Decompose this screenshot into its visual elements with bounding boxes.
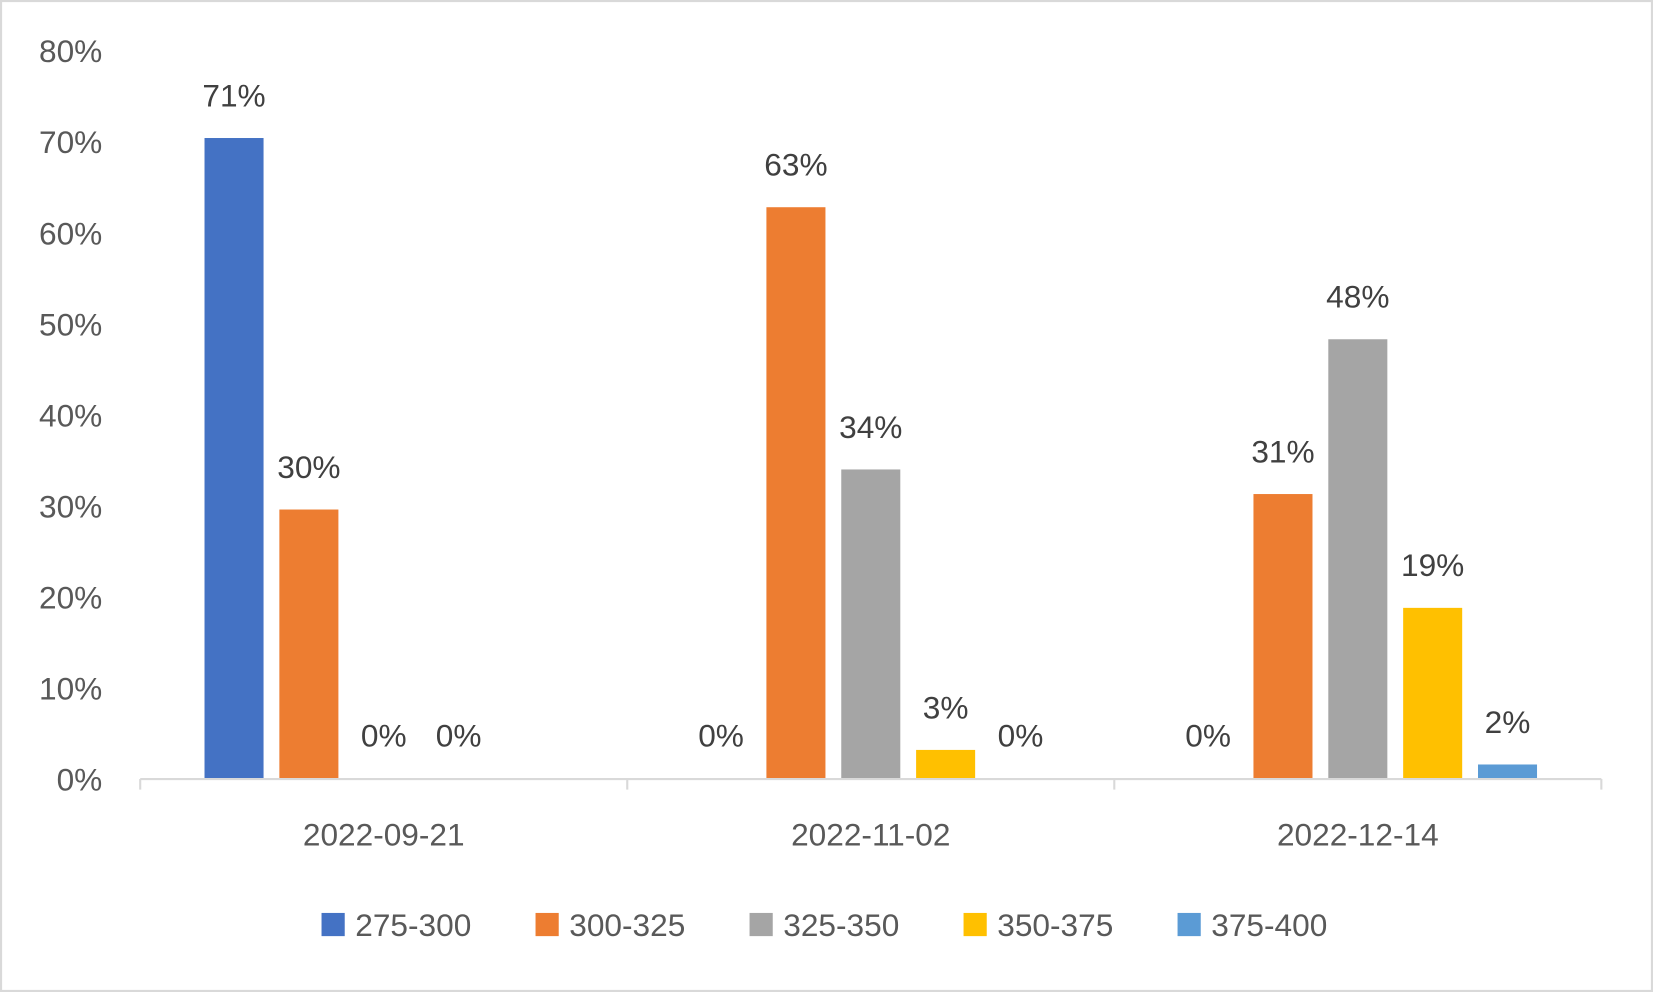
legend-label: 350-375 bbox=[997, 907, 1113, 943]
data-label: 63% bbox=[764, 147, 827, 183]
legend: 275-300 300-325 325-350 350-375 375-400 bbox=[321, 907, 1327, 943]
bar-375-400 bbox=[1478, 764, 1538, 780]
data-label: 48% bbox=[1326, 279, 1389, 315]
legend-label: 300-325 bbox=[569, 907, 685, 943]
y-tick-label: 50% bbox=[39, 306, 102, 342]
legend-label: 275-300 bbox=[355, 907, 471, 943]
x-tick-label: 2022-12-14 bbox=[1277, 816, 1439, 852]
y-tick-label: 60% bbox=[39, 215, 102, 251]
data-label: 0% bbox=[436, 717, 482, 753]
x-axis: 2022-09-21 2022-11-02 2022-12-14 bbox=[139, 777, 1603, 852]
y-tick-label: 30% bbox=[39, 488, 102, 524]
legend-item: 300-325 bbox=[535, 907, 685, 943]
legend-swatch bbox=[963, 912, 987, 937]
y-tick-label: 80% bbox=[39, 33, 102, 69]
y-tick-label: 0% bbox=[57, 762, 103, 798]
data-label: 71% bbox=[202, 77, 265, 113]
data-label: 0% bbox=[361, 717, 407, 753]
bar-300-325 bbox=[766, 207, 826, 780]
legend-label: 375-400 bbox=[1211, 907, 1327, 943]
bar-350-375 bbox=[1403, 607, 1463, 780]
legend-item: 275-300 bbox=[321, 907, 471, 943]
y-tick-label: 40% bbox=[39, 397, 102, 433]
bar-275-300 bbox=[204, 138, 264, 780]
data-label: 34% bbox=[839, 409, 902, 445]
legend-swatch bbox=[535, 912, 559, 937]
bars: 71% 30% 0% 0% 0% 63% 34% 3% 0% 0% 31% 48% 19% 2% bbox=[202, 77, 1538, 780]
legend-item: 350-375 bbox=[963, 907, 1113, 943]
legend-item: 375-400 bbox=[1177, 907, 1327, 943]
data-label: 30% bbox=[277, 449, 340, 485]
y-axis: 0% 10% 20% 30% 40% 50% 60% 70% 80% bbox=[39, 33, 102, 797]
data-label: 0% bbox=[998, 717, 1044, 753]
data-label: 3% bbox=[923, 689, 969, 725]
data-label: 2% bbox=[1485, 704, 1531, 740]
y-tick-label: 70% bbox=[39, 124, 102, 160]
bar-325-350 bbox=[1328, 339, 1388, 780]
legend-swatch bbox=[749, 912, 773, 937]
data-label: 19% bbox=[1401, 547, 1464, 583]
x-tick-label: 2022-09-21 bbox=[303, 816, 465, 852]
data-label: 31% bbox=[1251, 433, 1314, 469]
legend-swatch bbox=[321, 912, 345, 937]
legend-label: 325-350 bbox=[783, 907, 899, 943]
y-tick-label: 10% bbox=[39, 671, 102, 707]
bar-300-325 bbox=[279, 509, 339, 780]
legend-item: 325-350 bbox=[749, 907, 899, 943]
legend-swatch bbox=[1177, 912, 1201, 937]
x-tick-label: 2022-11-02 bbox=[791, 816, 950, 852]
bar-300-325 bbox=[1253, 494, 1313, 780]
bar-325-350 bbox=[841, 469, 901, 780]
data-label: 0% bbox=[698, 717, 744, 753]
data-label: 0% bbox=[1185, 717, 1231, 753]
bar-350-375 bbox=[916, 749, 976, 780]
y-tick-label: 20% bbox=[39, 580, 102, 616]
